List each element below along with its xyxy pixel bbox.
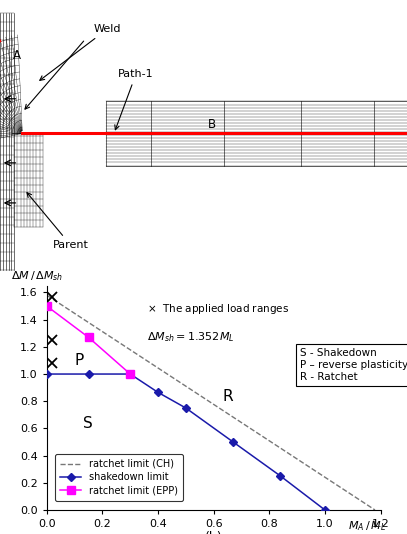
Text: B: B: [208, 117, 216, 131]
shakedown limit: [86, 371, 91, 377]
Text: $M_A\,/\,M_L$: $M_A\,/\,M_L$: [348, 520, 386, 533]
Text: A: A: [13, 49, 21, 62]
ratchet limit (EPP): [86, 334, 91, 341]
Line: shakedown limit: shakedown limit: [44, 371, 328, 513]
Text: Parent: Parent: [27, 193, 89, 250]
Legend: ratchet limit (CH), shakedown limit, ratchet limit (EPP): ratchet limit (CH), shakedown limit, rat…: [55, 454, 183, 500]
ratchet limit (EPP): [128, 371, 133, 377]
ratchet limit (EPP): [44, 303, 49, 309]
shakedown limit: [184, 405, 188, 411]
Text: P: P: [74, 352, 84, 367]
Text: S: S: [83, 417, 93, 431]
shakedown limit: [231, 439, 236, 445]
shakedown limit: [278, 473, 283, 479]
Text: $\Delta M\,/\,\Delta M_{sh}$: $\Delta M\,/\,\Delta M_{sh}$: [11, 269, 63, 283]
Line: ratchet limit (EPP): ratchet limit (EPP): [43, 302, 134, 378]
Text: R: R: [222, 389, 233, 404]
Text: (a): (a): [195, 289, 212, 302]
Text: $\Delta M_{sh}=1.352M_L$: $\Delta M_{sh}=1.352M_L$: [147, 330, 234, 344]
Text: Weld: Weld: [40, 24, 121, 80]
shakedown limit: [44, 371, 49, 377]
shakedown limit: [322, 507, 327, 513]
Text: $\times$  The applied load ranges: $\times$ The applied load ranges: [147, 302, 289, 316]
shakedown limit: [128, 371, 133, 377]
Text: (b): (b): [205, 531, 223, 534]
Text: Path-1: Path-1: [115, 69, 154, 130]
Text: S - Shakedown
P – reverse plasticity
R - Ratchet: S - Shakedown P – reverse plasticity R -…: [300, 349, 407, 382]
shakedown limit: [155, 389, 160, 396]
